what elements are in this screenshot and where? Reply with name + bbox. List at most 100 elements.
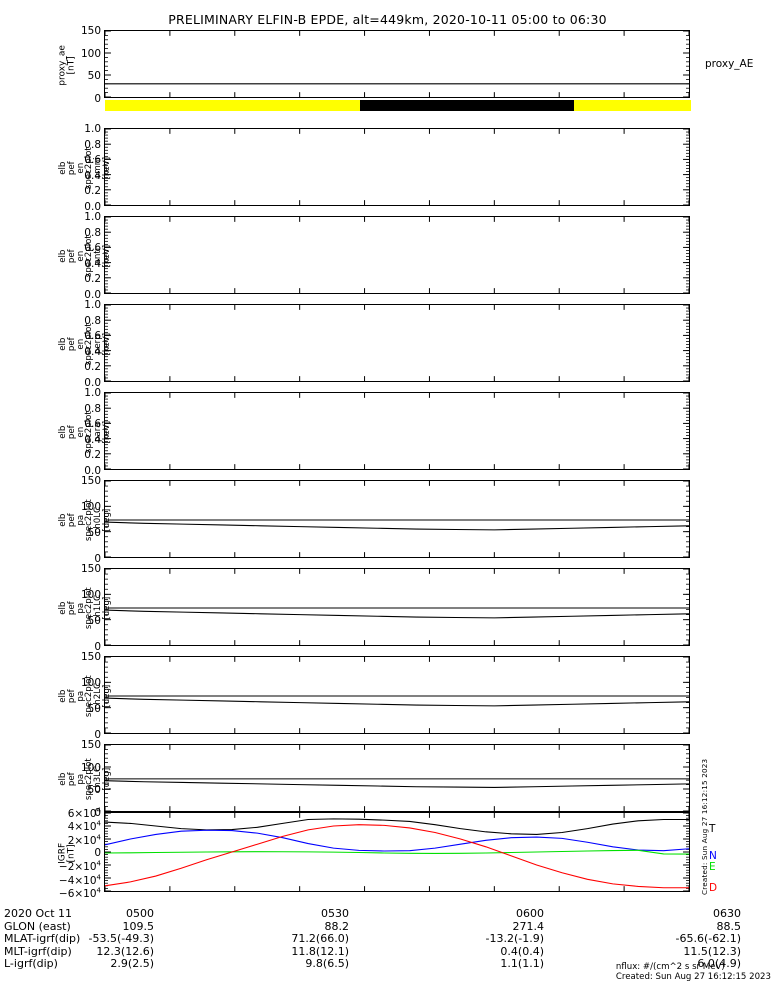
annotation-value: 88.5: [716, 919, 742, 933]
ytick-label: 1.0: [84, 387, 101, 399]
ytick-label: 0.4: [84, 345, 101, 358]
annotation-row: GLON (east) 109.5 88.2 271.4 88.5: [4, 919, 775, 934]
trace-E: [105, 849, 689, 855]
ytick-label: −4×104: [58, 872, 101, 887]
panel-igrf: 6×104 4×104 2×104 0 −2×104 −4×104 −6×104 IGRF […: [58, 759, 717, 900]
panel-pa-ch2lc: 150 100 50 0 elb pef pa spec2plot ch2LC [deg…: [58, 651, 690, 741]
ytick-label: 100: [80, 761, 101, 774]
annotation-value: 0.4(0.4): [500, 944, 544, 958]
ytick-label: 50: [87, 527, 101, 539]
annotation-value: 0500: [126, 907, 154, 920]
panel-en-anti: 1.0 0.8 0.6 0.4 0.2 0.0 elb pef en spec2plot a…: [58, 211, 690, 301]
trace-T: [105, 818, 689, 835]
annotation-value: -13.2(-1.9): [485, 932, 544, 946]
ytick-label: 0.2: [84, 361, 101, 374]
ytick-label: 0: [94, 553, 101, 565]
ytick-label: 0.4: [84, 169, 101, 182]
trace-loss_cone: [105, 521, 689, 531]
zone-segment-1: [359, 100, 574, 111]
annotation-value: 9.8(6.5): [305, 957, 349, 971]
ytick-label: 50: [87, 615, 101, 627]
ytick-label: 100: [80, 677, 101, 689]
panel-canvas-pa-ch2lc: [105, 657, 689, 733]
panel-canvas-en-para: [105, 393, 689, 469]
annotation-value: 0600: [516, 907, 544, 920]
ytick-label: 150: [80, 475, 101, 487]
ytick-label: 2×104: [67, 832, 101, 847]
ytick-label: 100: [80, 589, 101, 601]
panel-canvas-igrf: [105, 813, 689, 891]
footer-note: nflux: #/(cm^2 s sr MeV) Created: Sun Au…: [615, 962, 771, 982]
panel-canvas-pa-ch1lc: [105, 569, 689, 645]
page-title: PRELIMINARY ELFIN-B EPDE, alt=449km, 202…: [168, 12, 607, 27]
annotation-row: MLAT-igrf(dip) -53.5(-49.3) 71.2(66.0) -13.…: [4, 933, 775, 946]
ytick-label: 0: [94, 807, 101, 819]
ytick-label: 0.6: [84, 242, 101, 255]
annotation-value: 2.9(2.5): [110, 957, 154, 971]
ytick-label: 50: [87, 703, 101, 715]
zone-segment-0: [105, 100, 360, 111]
ytick-label: 150: [80, 25, 101, 37]
annotation-label: L-igrf(dip): [4, 957, 58, 971]
ytick-label: 100: [80, 501, 101, 513]
annotation-value: 271.4: [512, 919, 545, 933]
panel-canvas-proxy-ae: [105, 31, 689, 97]
ytick-label: 150: [80, 563, 101, 575]
panel-pa-ch1lc: 150 100 50 0 elb pef pa spec2plot ch1LC [deg…: [58, 563, 690, 653]
trace-loss_cone: [105, 780, 689, 788]
annotation-value: 6.0(4.9): [697, 957, 741, 971]
panel-canvas-pa-ch3lc: [105, 745, 689, 811]
annotation-value: 0530: [321, 907, 349, 920]
ytick-label: 0: [94, 847, 101, 859]
ytick-label: 0.4: [84, 257, 101, 270]
trace-loss_cone: [105, 697, 689, 707]
annotation-value: 11.5(12.3): [683, 944, 741, 958]
annotation-row: L-igrf(dip) 2.9(2.5) 9.8(6.5) 1.1(1.1) 6.0(4…: [4, 958, 775, 971]
igrf-legend-D: D: [709, 881, 718, 894]
yaxis-title-igrf: IGRF [nT]: [58, 842, 78, 864]
panel-en-omni: 1.0 0.8 0.6 0.4 0.2 0.0 elb pef en spec2plot o…: [58, 123, 690, 213]
annotation-value: -53.5(-49.3): [88, 932, 154, 946]
annotation-label: GLON (east): [4, 919, 71, 933]
ytick-label: 6×104: [67, 806, 101, 820]
ytick-label: 0: [94, 729, 101, 741]
ytick-label: 0.0: [84, 201, 101, 213]
panel-canvas-en-perp: [105, 305, 689, 381]
ytick-label: 0.2: [84, 185, 101, 198]
ytick-label: 0.0: [84, 377, 101, 389]
annotation-value: 0630: [713, 907, 741, 920]
bottom-annotation-table: 2020 Oct 11 0500 0530 0600 0630 GLON (east) 10…: [4, 907, 775, 971]
annotation-value: 109.5: [122, 919, 155, 933]
panel-canvas-en-anti: [105, 217, 689, 293]
ytick-label: 100: [80, 47, 101, 60]
panel-en-perp: 1.0 0.8 0.6 0.4 0.2 0.0 elb pef en spec2plot p…: [58, 299, 690, 389]
panel-proxy-ae: 150 100 50 0 proxy_ae [nT] proxy_AE: [58, 25, 753, 111]
ytick-label: 50: [87, 784, 101, 797]
trace-loss_cone: [105, 609, 689, 619]
annotation-value: 71.2(66.0): [291, 932, 349, 946]
annotation-row: MLT-igrf(dip) 12.3(12.6) 11.8(12.1) 0.4(0.4…: [4, 944, 775, 959]
annotation-value: -65.6(-62.1): [675, 932, 741, 946]
yaxis-title-proxy-ae: proxy_ae [nT]: [58, 44, 78, 86]
trace-D: [105, 824, 689, 889]
ytick-label: 0.2: [84, 273, 101, 286]
ytick-label: 0.8: [84, 138, 101, 151]
ytick-label: 0.6: [84, 330, 101, 343]
proxy-ae-legend-label: proxy_AE: [705, 58, 754, 71]
ytick-label: 1.0: [84, 123, 101, 135]
annotation-label: MLT-igrf(dip): [4, 944, 72, 958]
ytick-label: 0.8: [84, 314, 101, 327]
panel-canvas-pa-ch0lc: [105, 481, 689, 557]
ytick-label: 1.0: [84, 299, 101, 311]
igrf-created-note: Created: Sun Aug 27 16:12:15 2023: [700, 758, 709, 895]
panel-pa-ch3lc: 150 100 50 0 elb pef pa spec2plot ch3LC [deg…: [58, 739, 690, 819]
ytick-label: 4×104: [67, 819, 101, 834]
annotation-value: 88.2: [324, 919, 350, 933]
igrf-legend-N: N: [709, 849, 717, 862]
annotation-label: 2020 Oct 11: [4, 907, 73, 920]
panel-pa-ch0lc: 150 100 50 0 elb pef pa spec2plot ch0LC [deg…: [58, 475, 690, 565]
igrf-legend-E: E: [709, 861, 716, 873]
trace-N: [105, 829, 689, 852]
ytick-label: −6×104: [58, 886, 101, 900]
